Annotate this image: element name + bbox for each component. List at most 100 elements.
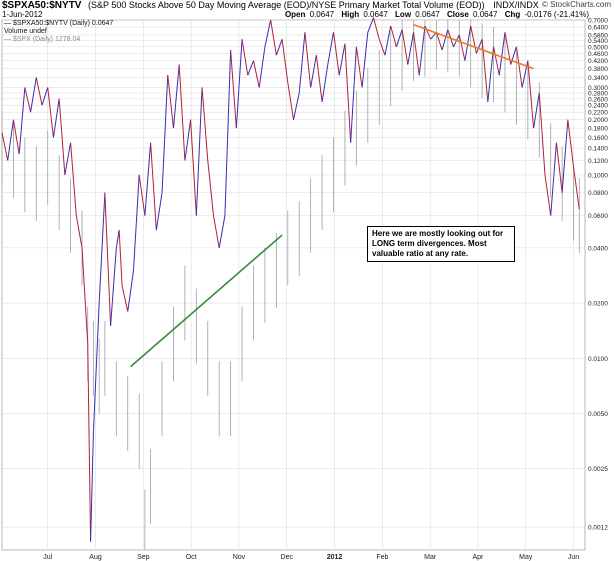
ratio-segment xyxy=(132,174,140,271)
x-tick-label: Nov xyxy=(233,554,246,561)
x-tick-label: 2012 xyxy=(327,554,343,561)
ratio-segment xyxy=(218,215,226,248)
y-tick-label: 0.2200 xyxy=(588,110,608,117)
ratio-segment xyxy=(515,46,523,88)
ratio-segment xyxy=(235,39,243,129)
chart-symbol: $SPXA50:$NYTV xyxy=(2,0,82,11)
ratio-segment xyxy=(407,32,415,65)
ratio-segment xyxy=(241,39,249,76)
ratio-segment xyxy=(110,247,117,327)
ratio-segment xyxy=(30,77,37,113)
y-tick-label: 0.0100 xyxy=(588,356,608,363)
ratio-segment xyxy=(167,75,174,129)
ratio-segment xyxy=(47,87,54,138)
y-tick-label: 0.1400 xyxy=(588,146,608,153)
ratio-segment xyxy=(310,55,317,88)
x-tick-label: Jul xyxy=(43,554,52,561)
ratio-segment xyxy=(333,32,340,76)
chg-label: Chg xyxy=(504,10,521,19)
ratio-segment xyxy=(121,285,129,312)
y-tick-label: 0.3400 xyxy=(588,75,608,82)
ratio-segment xyxy=(35,77,43,106)
ratio-segment xyxy=(293,92,300,120)
x-tick-label: Dec xyxy=(281,554,294,561)
ratio-segment xyxy=(458,34,466,61)
ratio-segment xyxy=(298,32,306,94)
ratio-segment xyxy=(475,39,483,54)
y-tick-label: 0.1600 xyxy=(588,135,608,142)
brand-label[interactable]: © StockCharts.com xyxy=(541,0,611,9)
ratio-segment xyxy=(12,119,20,155)
ratio-segment xyxy=(150,142,157,231)
ratio-segment xyxy=(81,247,89,344)
ratio-segment xyxy=(555,142,563,193)
y-tick-label: 0.2800 xyxy=(588,90,608,97)
ratio-segment xyxy=(487,46,495,103)
ratio-segment xyxy=(118,230,123,286)
ratio-line-layer xyxy=(1,17,580,542)
ratio-segment xyxy=(75,215,83,248)
chart-header: $SPXA50:$NYTV (S&P 500 Stocks Above 50 D… xyxy=(0,0,615,20)
ratio-segment xyxy=(281,39,289,83)
ratio-segment xyxy=(90,431,94,542)
ratio-segment xyxy=(561,119,569,193)
ratio-segment xyxy=(253,60,260,88)
ratio-segment xyxy=(247,60,254,76)
low-value: 0.0647 xyxy=(415,10,440,19)
ratio-segment xyxy=(510,46,517,65)
y-tick-label: 0.1000 xyxy=(588,172,608,179)
y-tick-label: 0.0050 xyxy=(588,411,608,418)
ratio-segment xyxy=(64,142,72,176)
ratio-segment xyxy=(24,87,32,113)
ratio-segment xyxy=(7,119,14,161)
ratio-segment xyxy=(127,270,134,312)
ratio-segment xyxy=(304,32,312,88)
close-value: 0.0647 xyxy=(473,10,498,19)
ratio-segment xyxy=(413,32,420,76)
ratio-segment xyxy=(470,25,477,54)
ratio-segment xyxy=(104,192,112,327)
open-label: Open xyxy=(284,10,306,19)
ratio-segment xyxy=(367,17,374,33)
ratio-segment xyxy=(315,55,323,103)
chg-value: -0.0176 (-21.41%) xyxy=(524,10,589,19)
ratio-segment xyxy=(435,32,443,51)
ratio-segment xyxy=(493,46,500,76)
ratio-segment xyxy=(70,142,77,216)
ratio-segment xyxy=(144,142,152,216)
chart-legend: — $SPXA50:$NYTV (Daily) 0.0647 Volume un… xyxy=(4,20,113,44)
ratio-segment xyxy=(275,39,283,56)
y-tick-label: 0.0800 xyxy=(588,190,608,197)
ratio-segment xyxy=(87,343,92,542)
ratio-segment xyxy=(327,32,335,65)
y-tick-label: 0.0200 xyxy=(588,301,608,308)
ratio-segment xyxy=(498,32,506,76)
y-tick-label: 0.3800 xyxy=(588,66,608,73)
ratio-segment xyxy=(18,87,26,155)
ratio-segment xyxy=(521,60,529,88)
ratio-segment xyxy=(533,92,540,129)
ratio-segment xyxy=(538,92,546,175)
ratio-segment xyxy=(115,230,120,248)
y-tick-label: 0.0600 xyxy=(588,213,608,220)
ratio-segment xyxy=(361,32,369,88)
y-tick-label: 0.1800 xyxy=(588,126,608,133)
title-row: $SPXA50:$NYTV (S&P 500 Stocks Above 50 D… xyxy=(2,0,539,11)
ratio-segment xyxy=(544,174,552,216)
legend-spx: — $SPX (Daily) 1278.04 xyxy=(4,36,81,43)
y-tick-label: 0.2400 xyxy=(588,103,608,110)
low-label: Low xyxy=(395,10,412,19)
x-tick-label: Jun xyxy=(568,554,579,561)
ratio-segment xyxy=(58,98,66,175)
y-tick-label: 0.6400 xyxy=(588,25,608,32)
y-tick-label: 0.5400 xyxy=(588,38,608,45)
ratio-segment xyxy=(378,39,386,56)
ratio-segment xyxy=(550,142,557,216)
ratio-segment xyxy=(573,167,580,210)
y-tick-label: 0.0025 xyxy=(588,466,608,473)
ratio-segment xyxy=(344,43,352,143)
ratio-segment xyxy=(441,29,449,51)
x-tick-label: May xyxy=(519,554,533,561)
close-label: Close xyxy=(446,10,469,19)
